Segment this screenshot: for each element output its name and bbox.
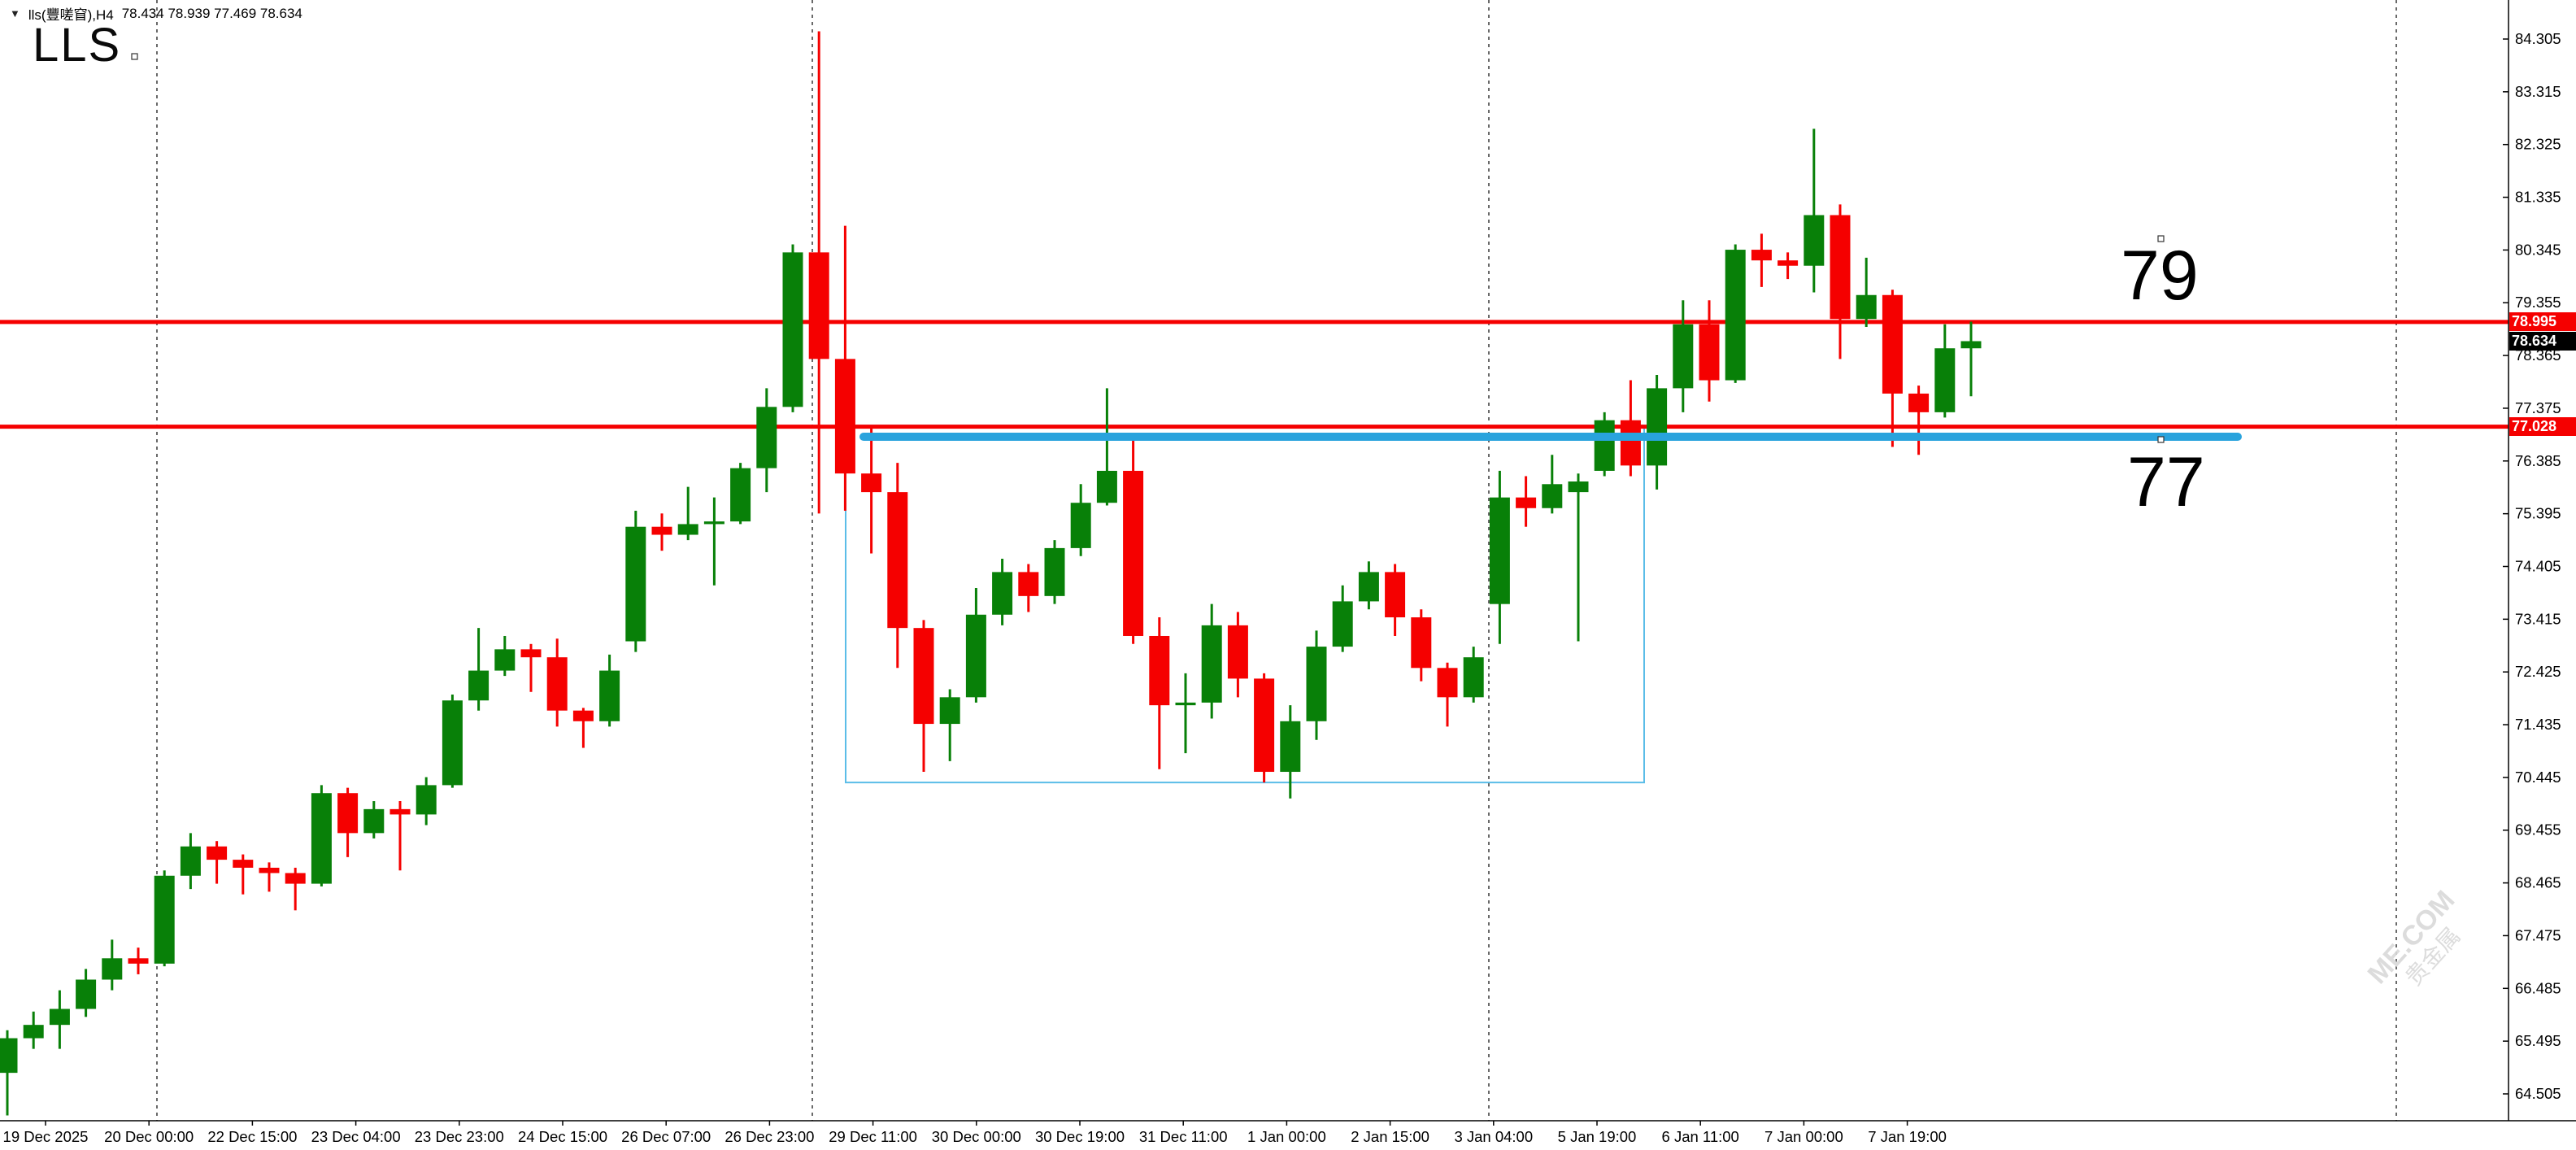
svg-text:6 Jan 11:00: 6 Jan 11:00 (1662, 1128, 1739, 1145)
svg-text:84.305: 84.305 (2515, 30, 2561, 47)
consolidation-box (845, 425, 1645, 784)
svg-text:19 Dec 2025: 19 Dec 2025 (3, 1128, 89, 1145)
big-symbol-label: LLS (33, 19, 122, 72)
object-anchors (131, 53, 2165, 443)
support-level-note: 77 (2127, 443, 2205, 521)
svg-text:74.405: 74.405 (2515, 557, 2561, 574)
svg-text:64.505: 64.505 (2515, 1085, 2561, 1102)
resistance-level-note: 79 (2121, 237, 2199, 315)
svg-text:77.375: 77.375 (2515, 399, 2561, 416)
svg-text:2 Jan 15:00: 2 Jan 15:00 (1351, 1128, 1429, 1145)
symbol-dropdown-icon[interactable]: ▼ (10, 7, 20, 20)
svg-text:20 Dec 00:00: 20 Dec 00:00 (104, 1128, 194, 1145)
chart-title-bar: ▼ lls(豐嗟窅),H4 78.434 78.939 77.469 78.63… (10, 3, 302, 24)
svg-text:7 Jan 19:00: 7 Jan 19:00 (1868, 1128, 1947, 1145)
svg-text:23 Dec 23:00: 23 Dec 23:00 (415, 1128, 504, 1145)
svg-text:23 Dec 04:00: 23 Dec 04:00 (311, 1128, 401, 1145)
y-axis-labels: 84.305 83.315 82.325 81.335 80.345 79.355 78.3… (2503, 30, 2561, 1102)
svg-text:82.325: 82.325 (2515, 136, 2561, 153)
svg-text:72.425: 72.425 (2515, 663, 2561, 680)
svg-text:81.335: 81.335 (2515, 189, 2561, 206)
svg-text:30 Dec 19:00: 30 Dec 19:00 (1035, 1128, 1125, 1145)
svg-text:29 Dec 11:00: 29 Dec 11:00 (829, 1128, 917, 1145)
current-price-badge: 78.634 (2509, 332, 2576, 351)
svg-text:71.435: 71.435 (2515, 716, 2561, 733)
svg-text:80.345: 80.345 (2515, 241, 2561, 258)
x-axis-labels: 19 Dec 2025 20 Dec 00:00 22 Dec 15:00 23 De… (3, 1121, 1947, 1145)
level-lines (0, 320, 2509, 429)
svg-text:5 Jan 19:00: 5 Jan 19:00 (1558, 1128, 1637, 1145)
upper-line-price-badge: 78.995 (2509, 312, 2576, 331)
svg-text:1 Jan 00:00: 1 Jan 00:00 (1247, 1128, 1326, 1145)
axes (0, 0, 2576, 1122)
svg-text:75.395: 75.395 (2515, 505, 2561, 522)
svg-text:26 Dec 07:00: 26 Dec 07:00 (621, 1128, 711, 1145)
svg-text:7 Jan 00:00: 7 Jan 00:00 (1764, 1128, 1843, 1145)
candles (0, 31, 1982, 1116)
svg-text:76.385: 76.385 (2515, 452, 2561, 469)
svg-text:22 Dec 15:00: 22 Dec 15:00 (207, 1128, 297, 1145)
ohlc-readout: 78.434 78.939 77.469 78.634 (121, 5, 302, 21)
svg-text:67.475: 67.475 (2515, 926, 2561, 943)
svg-text:31 Dec 11:00: 31 Dec 11:00 (1139, 1128, 1228, 1145)
svg-text:70.445: 70.445 (2515, 769, 2561, 786)
svg-text:78.365: 78.365 (2515, 346, 2561, 364)
svg-text:24 Dec 15:00: 24 Dec 15:00 (518, 1128, 607, 1145)
svg-text:83.315: 83.315 (2515, 83, 2561, 100)
shapes (845, 425, 1645, 784)
svg-text:30 Dec 00:00: 30 Dec 00:00 (932, 1128, 1021, 1145)
period-separators (156, 0, 2397, 1121)
lower-line-price-badge: 77.028 (2509, 417, 2576, 436)
svg-text:26 Dec 23:00: 26 Dec 23:00 (724, 1128, 814, 1145)
symbol-timeframe-label: lls(豐嗟窅),H4 (28, 7, 114, 23)
svg-text:3 Jan 04:00: 3 Jan 04:00 (1454, 1128, 1533, 1145)
svg-text:79.355: 79.355 (2515, 294, 2561, 311)
svg-text:66.485: 66.485 (2515, 979, 2561, 996)
svg-text:73.415: 73.415 (2515, 610, 2561, 627)
svg-text:65.495: 65.495 (2515, 1032, 2561, 1049)
svg-text:69.455: 69.455 (2515, 821, 2561, 839)
svg-text:68.465: 68.465 (2515, 874, 2561, 891)
